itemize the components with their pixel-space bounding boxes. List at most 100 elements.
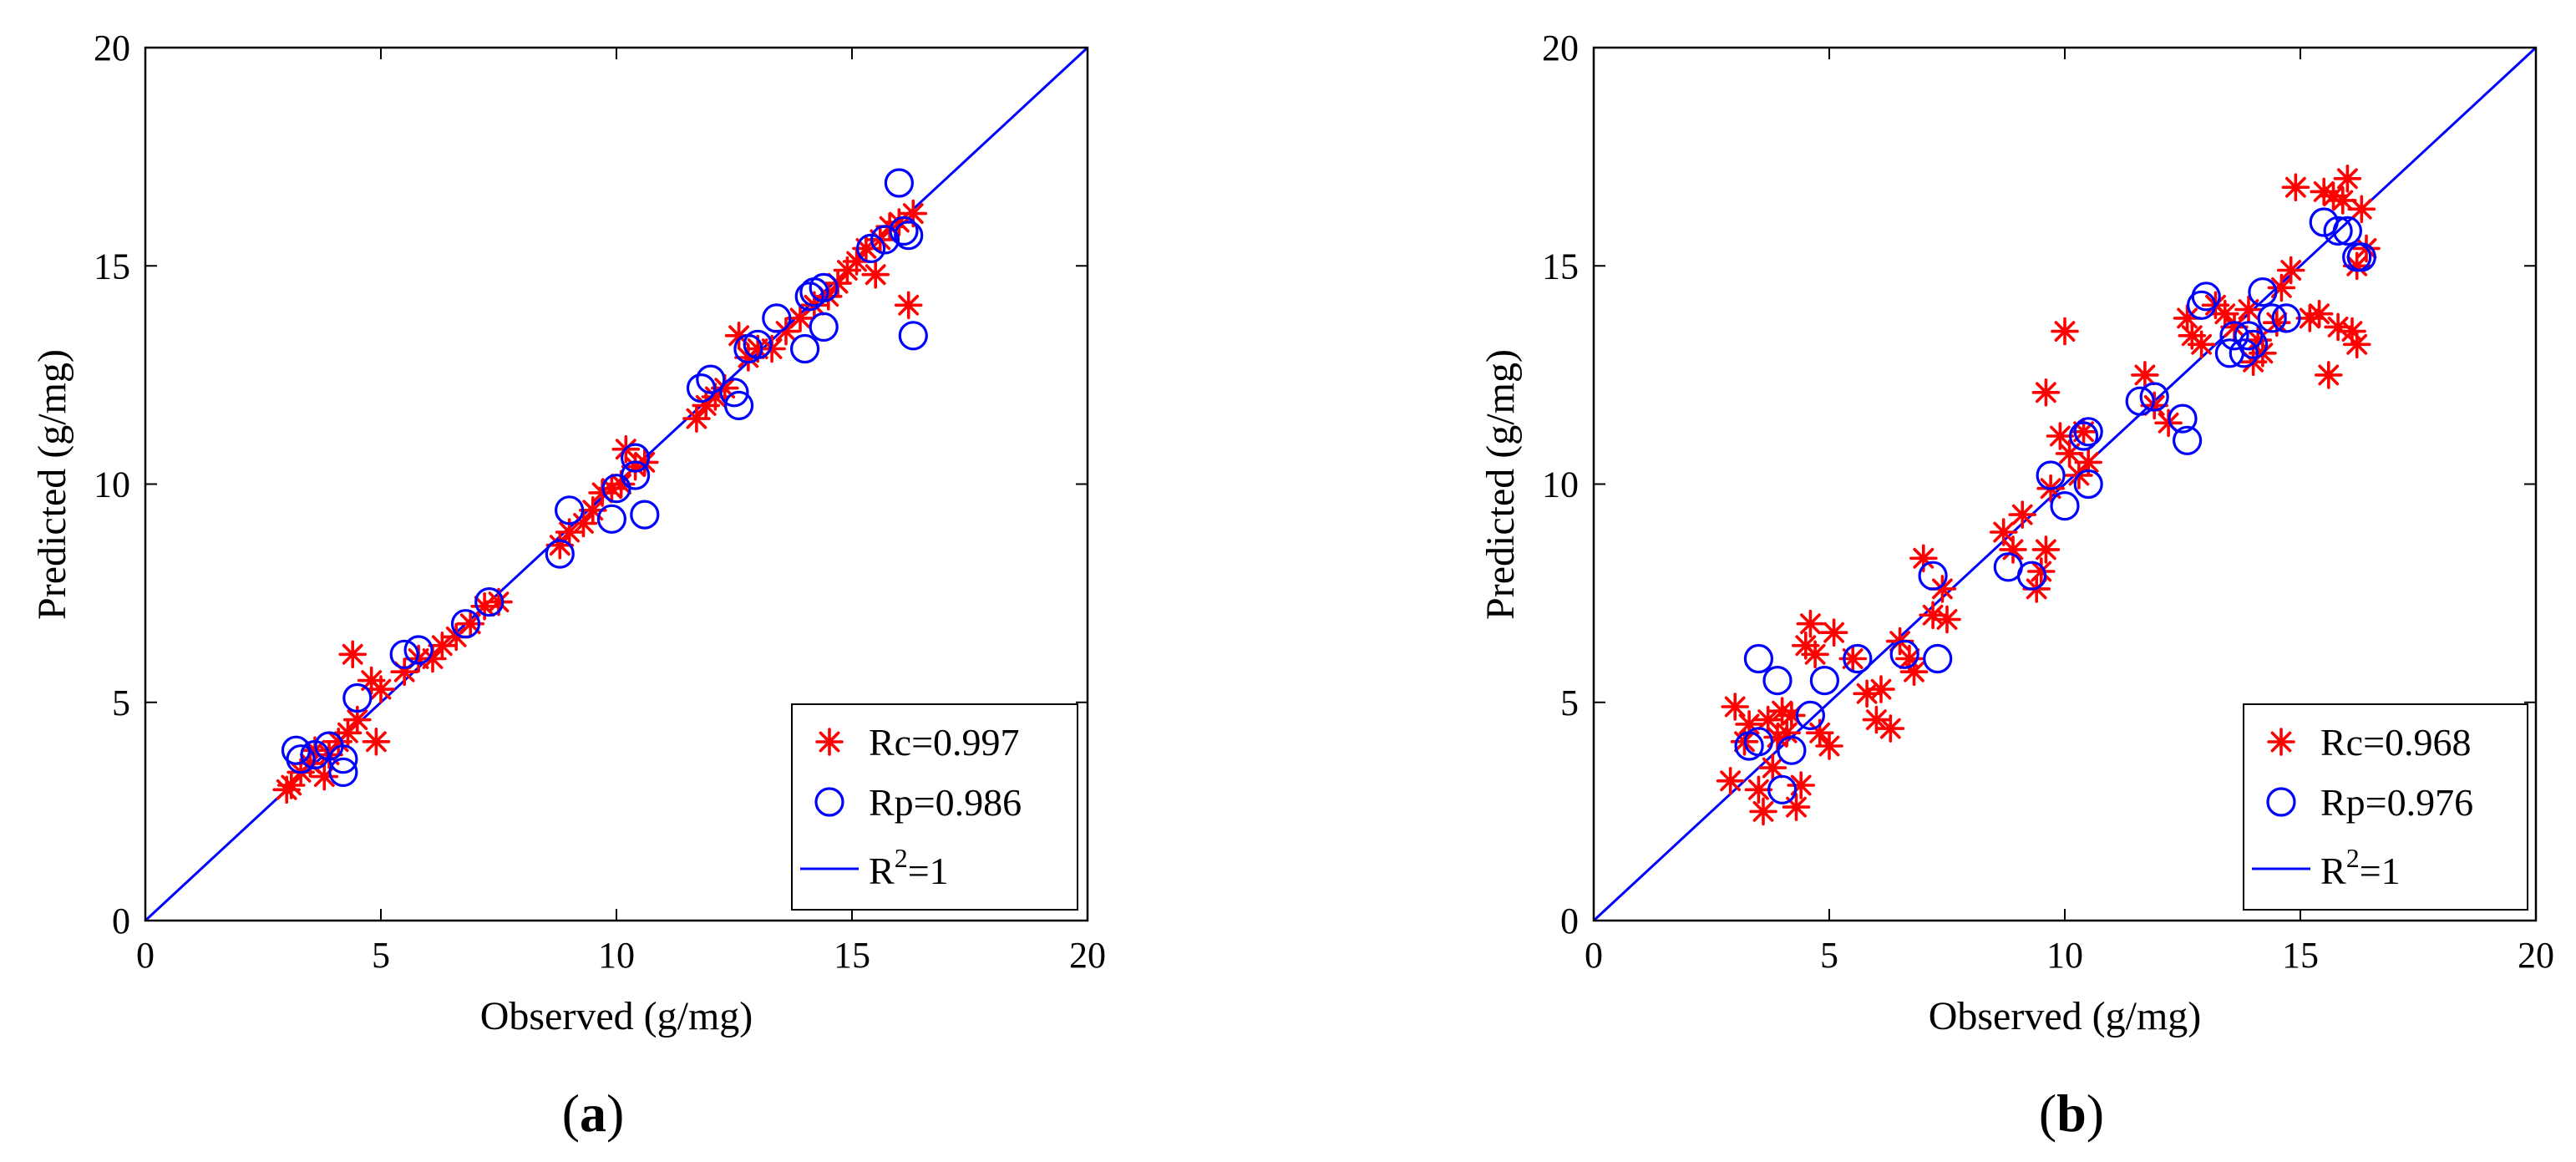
prediction-point: [884, 168, 915, 198]
calibration-point: [2031, 378, 2061, 407]
prediction-point: [1843, 643, 1873, 674]
y-tick-label: 5: [1560, 682, 1579, 723]
legend: Rc=0.997 Rp=0.986 R2=1: [791, 703, 1078, 911]
points-layer: [1716, 165, 2381, 826]
calibration-point: [1758, 754, 1787, 782]
prediction-point: [2257, 303, 2287, 333]
legend-box: [2243, 703, 2528, 911]
prediction-point: [2219, 321, 2249, 351]
legend-circle-marker: [2266, 787, 2296, 817]
legend-rp-text: Rp=0.976: [2320, 781, 2473, 824]
legend-line-sup: 2: [895, 843, 908, 873]
prediction-point: [2173, 425, 2203, 455]
calibration-point: [1721, 693, 1749, 721]
x-tick-label: 5: [1820, 935, 1838, 976]
panel-letter: a: [580, 1083, 606, 1143]
prediction-point: [300, 739, 330, 770]
y-axis-label: Predicted (g/mg): [30, 349, 74, 620]
legend-rc-text: Rc=0.968: [2320, 721, 2472, 764]
panel-letter: b: [2056, 1083, 2087, 1143]
y-tick-label: 20: [1542, 28, 1579, 69]
panel-label: (b): [2039, 1083, 2104, 1143]
legend-asterisk-marker: [815, 728, 844, 756]
calibration-point: [1815, 732, 1843, 760]
prediction-point: [743, 329, 773, 359]
prediction-point: [2239, 329, 2269, 359]
legend-asterisk-marker: [2267, 728, 2295, 756]
calibration-point: [2051, 317, 2079, 346]
x-tick-label: 15: [2282, 935, 2319, 976]
prediction-point: [1889, 639, 1919, 669]
legend-rp-text: Rp=0.986: [869, 781, 1022, 824]
x-axis-label: Observed (g/mg): [480, 994, 753, 1038]
prediction-point: [794, 282, 824, 312]
legend-line-suffix: =1: [908, 850, 949, 892]
x-tick-label: 15: [834, 935, 870, 976]
calibration-point: [1744, 775, 1773, 804]
calibration-point: [2342, 330, 2371, 359]
legend-line-prefix: R: [2320, 850, 2346, 892]
prediction-point: [762, 303, 792, 333]
points-layer: [272, 168, 928, 804]
prediction-point: [596, 504, 627, 534]
prediction-point: [1777, 735, 1807, 765]
legend-line-prefix: R: [869, 850, 895, 892]
calibration-point: [1867, 675, 1895, 703]
calibration-point: [2276, 256, 2305, 285]
calibration-point: [2315, 361, 2343, 389]
prediction-point: [898, 321, 928, 351]
chart-panel-b: 0 5 10 15 20 0 5 10 15 20 Observed (g/mg) Predict…: [1478, 28, 2554, 1143]
prediction-point: [328, 744, 358, 774]
prediction-point: [1743, 727, 1773, 757]
prediction-point: [2332, 216, 2362, 246]
prediction-point: [2125, 386, 2155, 416]
y-tick-label: 5: [112, 682, 130, 723]
calibration-point: [1787, 771, 1815, 799]
ticks-layer: 0 5 10 15 20 0 5 10 15 20: [94, 28, 1106, 976]
y-tick-label: 20: [94, 28, 130, 69]
ticks-layer: 0 5 10 15 20 0 5 10 15 20: [1542, 28, 2554, 976]
calibration-point: [1933, 605, 1961, 634]
calibration-point: [2027, 557, 2056, 586]
calibration-point: [842, 247, 871, 276]
prediction-point: [342, 682, 373, 713]
prediction-point: [1795, 700, 1825, 731]
prediction-point: [2069, 421, 2099, 451]
calibration-point: [2329, 186, 2357, 215]
prediction-point: [403, 635, 434, 665]
fit-line: [1592, 46, 2538, 922]
prediction-point: [870, 225, 900, 255]
legend-circle-marker: [814, 787, 844, 817]
x-tick-label: 5: [372, 935, 390, 976]
legend: Rc=0.968 Rp=0.976 R2=1: [2243, 703, 2528, 911]
prediction-point: [686, 373, 717, 403]
calibration-point: [367, 675, 395, 703]
calibration-point: [2031, 535, 2061, 564]
calibration-point: [1782, 793, 1811, 821]
prediction-point: [450, 609, 481, 639]
prediction-point: [2248, 277, 2278, 307]
chart-panel-a: 0 5 10 15 20 0 5 10 15 20 Observed (g/mg) Predict…: [30, 28, 1106, 1143]
calibration-point: [2347, 195, 2376, 224]
calibration-point: [2267, 273, 2296, 302]
prediction-point: [809, 312, 839, 342]
prediction-point: [1918, 561, 1948, 591]
calibration-point: [1716, 766, 1745, 795]
prediction-point: [554, 495, 585, 525]
calibration-point: [428, 631, 457, 660]
prediction-point: [2036, 460, 2066, 490]
prediction-point: [328, 757, 358, 788]
prediction-point: [389, 639, 419, 669]
calibration-point: [861, 260, 890, 289]
calibration-point: [1749, 797, 1777, 826]
x-tick-label: 10: [2046, 935, 2083, 976]
prediction-point: [2073, 469, 2103, 500]
y-tick-label: 0: [1560, 901, 1579, 941]
calibration-point: [2234, 295, 2263, 324]
calibration-point: [1876, 714, 1905, 743]
calibration-point: [1999, 535, 2027, 564]
prediction-point: [286, 744, 316, 774]
legend-rc-text: Rc=0.997: [869, 721, 1020, 764]
calibration-point: [894, 291, 923, 320]
